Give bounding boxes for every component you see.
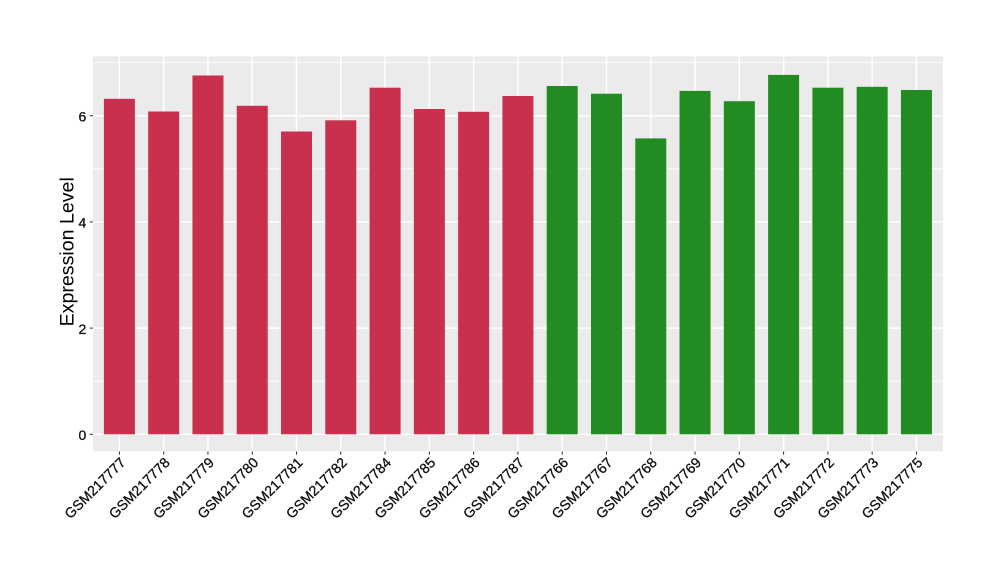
svg-text:Expression Level: Expression Level	[57, 177, 79, 326]
svg-text:6: 6	[79, 108, 87, 124]
svg-text:4: 4	[79, 215, 87, 231]
svg-text:2: 2	[79, 321, 87, 337]
svg-text:0: 0	[79, 427, 87, 443]
